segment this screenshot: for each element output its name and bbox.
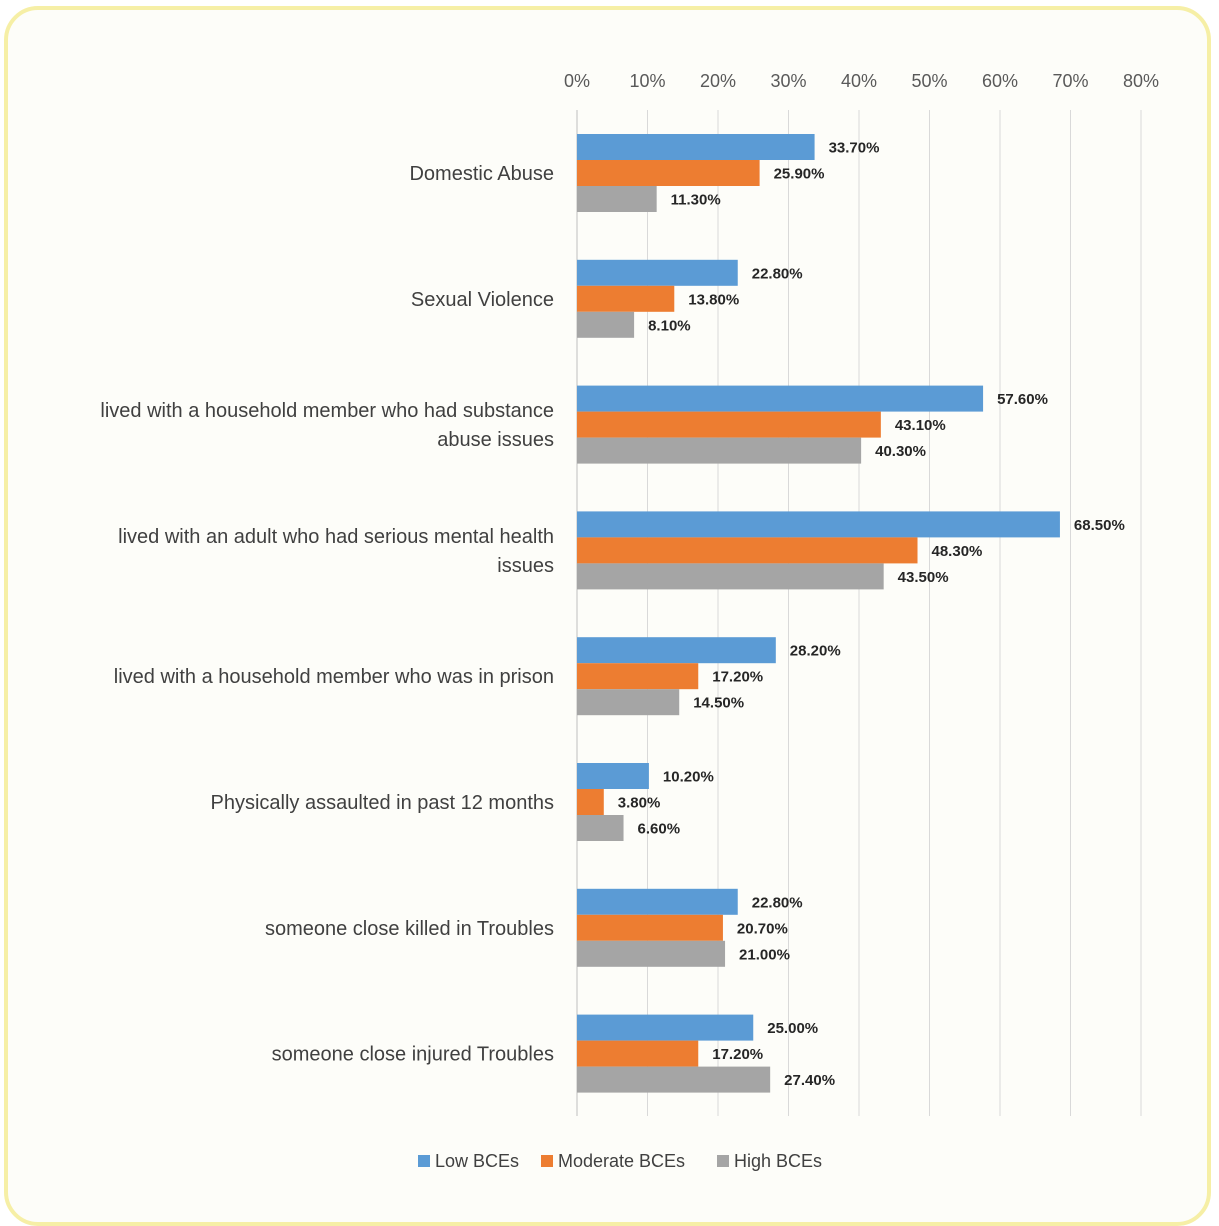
category-label: someone close killed in Troubles — [265, 918, 554, 940]
data-label: 43.50% — [898, 569, 949, 586]
bar-low-bces — [577, 134, 815, 160]
data-label: 3.80% — [618, 795, 661, 812]
x-tick-label: 0% — [564, 71, 590, 91]
data-label: 17.20% — [712, 1046, 763, 1063]
x-tick-label: 20% — [700, 71, 736, 91]
data-label: 28.20% — [790, 643, 841, 660]
x-tick-label: 30% — [770, 71, 806, 91]
data-label: 21.00% — [739, 946, 790, 963]
legend-label: Moderate BCEs — [558, 1151, 685, 1171]
data-label: 57.60% — [997, 391, 1048, 408]
category-label: lived with a household member who had su… — [100, 400, 554, 422]
bar-high-bces — [577, 815, 624, 841]
bar-high-bces — [577, 1066, 771, 1093]
bar-moderate-bces — [577, 789, 604, 815]
data-label: 33.70% — [829, 140, 880, 157]
data-label: 48.30% — [932, 543, 983, 560]
x-tick-label: 70% — [1052, 71, 1088, 91]
category-label: Domestic Abuse — [409, 163, 554, 185]
data-label: 8.10% — [648, 317, 691, 334]
bar-moderate-bces — [577, 285, 675, 312]
data-label: 14.50% — [693, 695, 744, 712]
category-label: someone close injured Troubles — [272, 1044, 554, 1066]
data-label: 22.80% — [752, 265, 803, 282]
data-label: 43.10% — [895, 417, 946, 434]
x-tick-label: 10% — [629, 71, 665, 91]
bar-high-bces — [577, 186, 657, 212]
data-label: 6.60% — [638, 821, 681, 838]
bar-high-bces — [577, 437, 862, 464]
bar-low-bces — [577, 511, 1060, 538]
bar-low-bces — [577, 763, 649, 789]
category-label: lived with a household member who was in… — [114, 666, 554, 688]
bar-moderate-bces — [577, 411, 881, 438]
x-tick-label: 80% — [1123, 71, 1159, 91]
bar-low-bces — [577, 637, 776, 664]
bar-high-bces — [577, 311, 635, 338]
category-label: issues — [497, 555, 554, 577]
bar-moderate-bces — [577, 160, 760, 186]
bar-high-bces — [577, 563, 884, 590]
x-tick-label: 40% — [841, 71, 877, 91]
legend-swatch — [418, 1155, 430, 1167]
bar-low-bces — [577, 1014, 754, 1041]
x-tick-label: 60% — [982, 71, 1018, 91]
bar-moderate-bces — [577, 537, 918, 564]
data-label: 22.80% — [752, 894, 803, 911]
data-label: 11.30% — [671, 192, 721, 209]
data-label: 10.20% — [663, 769, 714, 786]
bar-high-bces — [577, 689, 680, 716]
category-label: lived with an adult who had serious ment… — [118, 526, 554, 548]
data-label: 17.20% — [712, 669, 763, 686]
data-label: 20.70% — [737, 920, 788, 937]
bar-low-bces — [577, 888, 738, 915]
data-label: 25.90% — [774, 166, 825, 183]
category-label: Physically assaulted in past 12 months — [210, 792, 554, 814]
data-label: 27.40% — [784, 1072, 835, 1089]
data-label: 25.00% — [767, 1020, 818, 1037]
category-label: Sexual Violence — [411, 289, 554, 311]
data-label: 13.80% — [688, 291, 739, 308]
legend-label: Low BCEs — [435, 1151, 519, 1171]
x-tick-label: 50% — [911, 71, 947, 91]
bar-moderate-bces — [577, 663, 699, 690]
category-label: abuse issues — [437, 429, 554, 451]
bar-moderate-bces — [577, 1040, 699, 1067]
bar-low-bces — [577, 385, 984, 412]
data-label: 68.50% — [1074, 517, 1125, 534]
bar-high-bces — [577, 940, 726, 967]
data-label: 40.30% — [875, 443, 926, 460]
legend-swatch — [717, 1155, 729, 1167]
legend-label: High BCEs — [734, 1151, 822, 1171]
bar-low-bces — [577, 259, 738, 286]
legend-swatch — [541, 1155, 553, 1167]
bar-moderate-bces — [577, 914, 723, 941]
